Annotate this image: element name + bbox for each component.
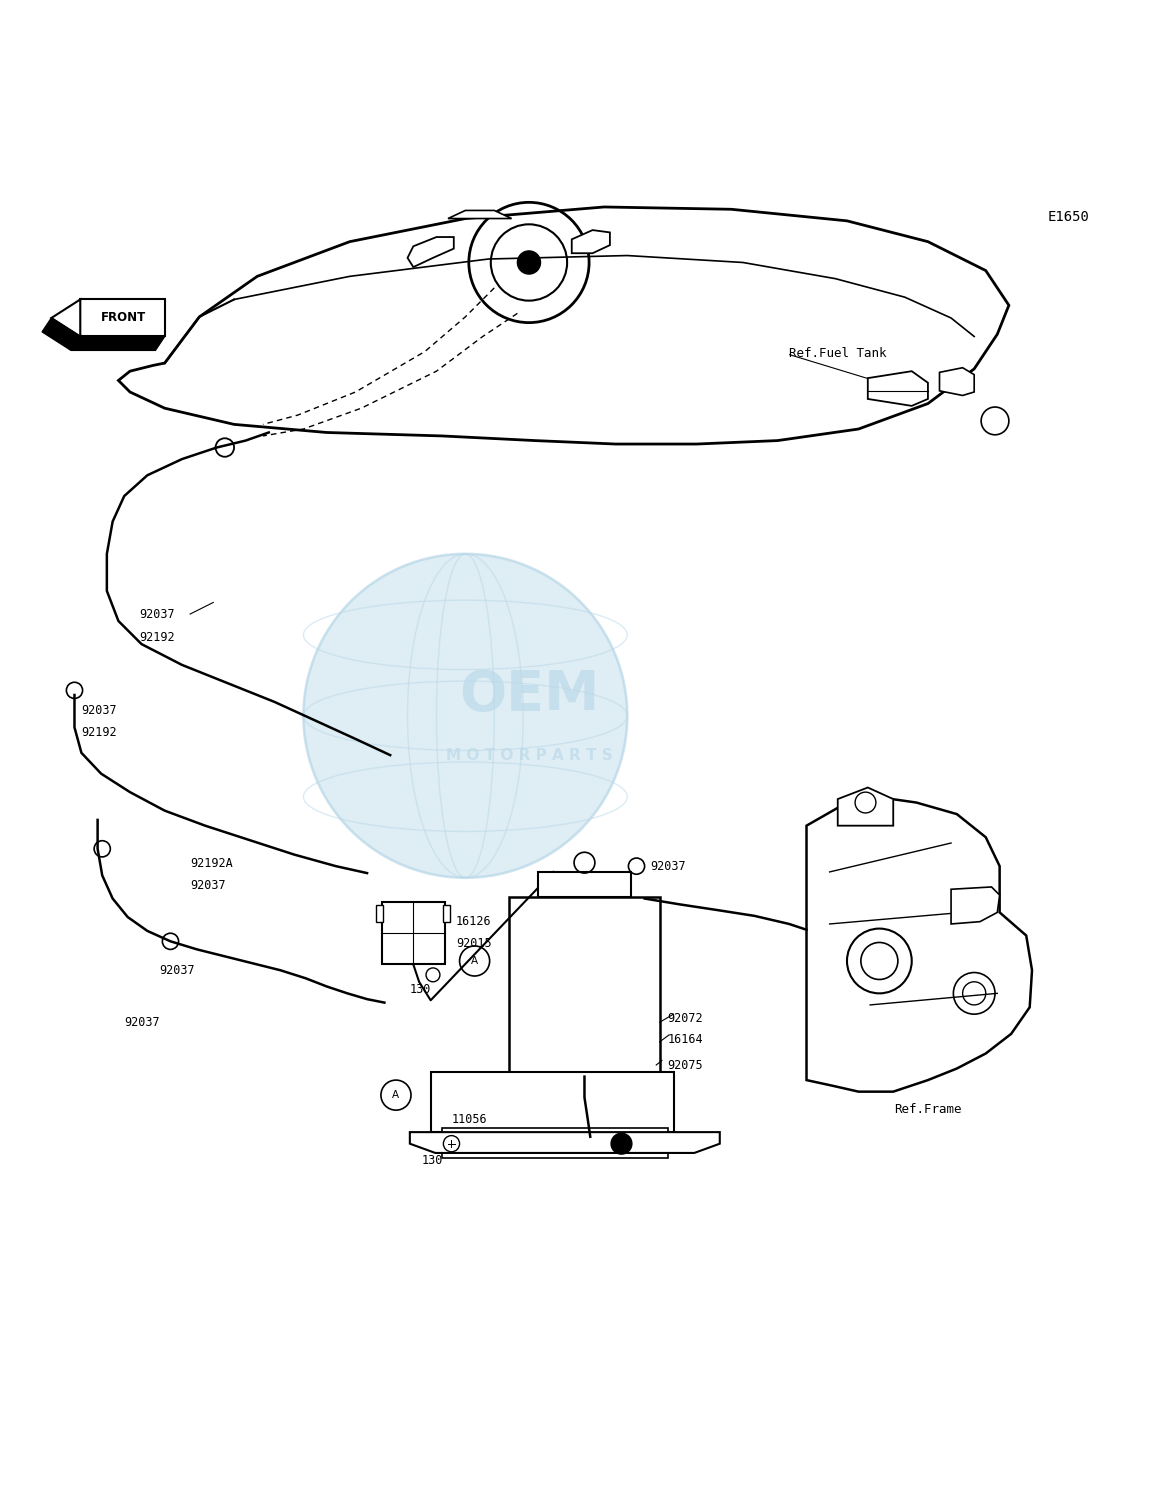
Text: 92075: 92075: [668, 1058, 703, 1072]
Bar: [431, 1072, 674, 1132]
Polygon shape: [80, 300, 165, 336]
Polygon shape: [410, 1132, 719, 1153]
Text: OEM: OEM: [459, 668, 600, 722]
Text: 92192: 92192: [139, 630, 174, 644]
Text: 92037: 92037: [651, 860, 686, 872]
Text: 92037: 92037: [81, 704, 117, 717]
Polygon shape: [42, 318, 80, 350]
Polygon shape: [838, 788, 894, 826]
Polygon shape: [51, 300, 80, 336]
Polygon shape: [572, 230, 610, 254]
Text: 11056: 11056: [452, 1114, 487, 1126]
Text: 92037: 92037: [124, 1016, 160, 1028]
Text: 92037: 92037: [139, 608, 174, 620]
Text: 92072: 92072: [668, 1012, 703, 1025]
Text: Ref.Frame: Ref.Frame: [895, 1103, 962, 1117]
Bar: [376, 905, 383, 922]
Circle shape: [303, 554, 627, 878]
Text: 92037: 92037: [159, 964, 194, 977]
Text: A: A: [393, 1090, 400, 1100]
Polygon shape: [868, 371, 928, 405]
Polygon shape: [408, 237, 454, 267]
Polygon shape: [71, 336, 165, 350]
Polygon shape: [449, 210, 511, 219]
Text: 130: 130: [422, 1154, 443, 1168]
Polygon shape: [940, 368, 974, 395]
Text: 130: 130: [410, 983, 431, 997]
Bar: [538, 872, 631, 898]
Text: M O T O R P A R T S: M O T O R P A R T S: [445, 747, 612, 763]
Bar: [382, 902, 445, 965]
Circle shape: [611, 1133, 632, 1154]
Bar: [443, 1127, 668, 1157]
Text: Ref.Fuel Tank: Ref.Fuel Tank: [789, 347, 887, 360]
Polygon shape: [951, 887, 999, 925]
Text: 92192: 92192: [81, 726, 117, 738]
Bar: [444, 905, 451, 922]
Bar: [509, 898, 660, 1076]
Polygon shape: [119, 207, 1009, 444]
Text: 92192A: 92192A: [191, 857, 232, 871]
Text: 16164: 16164: [668, 1033, 703, 1046]
Text: A: A: [471, 956, 479, 967]
Polygon shape: [806, 797, 1032, 1091]
Text: FRONT: FRONT: [100, 312, 145, 324]
Text: 92037: 92037: [191, 880, 225, 892]
Text: 92015: 92015: [457, 937, 492, 950]
Circle shape: [517, 251, 540, 275]
Text: 16126: 16126: [457, 916, 492, 928]
Text: E1650: E1650: [1048, 210, 1090, 225]
